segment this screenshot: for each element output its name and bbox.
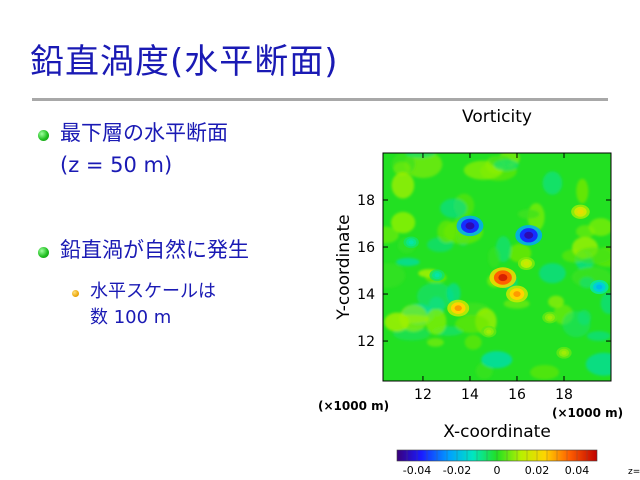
texture-blob — [576, 178, 589, 204]
y-unit-label-right: (×1000 m) — [552, 406, 623, 420]
bullet-1-line-1: 最下層の水平断面 — [60, 121, 228, 145]
vortex-core — [524, 231, 534, 239]
texture-blob — [576, 225, 595, 238]
bullet-icon — [38, 247, 49, 258]
texture-blob — [417, 282, 454, 310]
texture-blob — [562, 311, 591, 338]
vortex-core — [454, 305, 462, 312]
sub-bullet-line-2: 数 100 m — [90, 307, 172, 328]
texture-blob — [530, 365, 560, 380]
x-tick-label: 16 — [508, 387, 526, 403]
title-divider — [32, 98, 608, 101]
texture-blob — [393, 161, 411, 176]
texture-blob — [464, 334, 482, 350]
bullet-icon — [38, 130, 49, 141]
vortex-core — [408, 240, 414, 245]
texture-blob — [586, 331, 611, 341]
texture-blob — [455, 315, 490, 334]
x-axis-title: X-coordinate — [443, 422, 551, 442]
colorbar-tick-label: -0.04 — [403, 464, 431, 477]
texture-blob — [391, 211, 416, 234]
plot-frame — [382, 152, 612, 382]
texture-blob — [575, 247, 611, 264]
colorbar-tick-label: 0.02 — [525, 464, 550, 477]
vortex-core — [513, 291, 521, 297]
vortex-core — [596, 284, 603, 290]
page-title: 鉛直渦度(水平断面) — [30, 42, 339, 82]
texture-blob — [517, 209, 540, 219]
colorbar-tick-label: 0 — [494, 464, 501, 477]
y-tick-label: 18 — [357, 193, 375, 209]
chart-title: Vorticity — [462, 107, 532, 127]
vortex-core — [486, 329, 492, 334]
texture-blob — [396, 257, 420, 267]
sub-bullet-line-1: 水平スケールは — [90, 281, 216, 302]
corner-label: z= — [628, 467, 640, 477]
y-tick-label: 14 — [357, 287, 375, 303]
vortex-core — [561, 350, 567, 355]
x-tick-label: 18 — [555, 387, 573, 403]
texture-blob — [539, 263, 566, 284]
colorbar-tick-label: -0.02 — [443, 464, 471, 477]
vortex-core — [577, 209, 584, 215]
colorbar-tick-label: 0.04 — [565, 464, 590, 477]
texture-blob — [600, 292, 611, 314]
bullet-1-line-2: (z = 50 m) — [60, 153, 173, 177]
x-tick-label: 12 — [414, 387, 432, 403]
texture-blob — [446, 283, 461, 304]
vortex-core — [434, 273, 440, 278]
plot-background — [383, 153, 611, 381]
y-tick-label: 12 — [357, 334, 375, 350]
texture-blob — [548, 295, 564, 308]
vortex-core — [547, 315, 553, 320]
texture-blob — [488, 247, 501, 268]
texture-blob — [391, 172, 415, 199]
y-tick-label: 16 — [357, 240, 375, 256]
texture-blob — [425, 308, 447, 335]
texture-blob — [440, 198, 467, 218]
x-unit-label-left: (×1000 m) — [318, 399, 389, 413]
texture-blob — [493, 159, 519, 171]
texture-blob — [503, 298, 530, 309]
texture-blob — [399, 304, 428, 332]
vortex-core — [465, 222, 475, 230]
texture-blob — [383, 226, 399, 244]
texture-blob — [542, 171, 563, 195]
sub-bullet-icon — [72, 290, 79, 297]
vortex-core — [523, 261, 530, 266]
x-tick-label: 14 — [461, 387, 479, 403]
vortex-core — [498, 273, 508, 282]
texture-blob — [383, 263, 406, 288]
texture-blob — [585, 352, 611, 376]
bullet-2-line-1: 鉛直渦が自然に発生 — [60, 238, 249, 262]
texture-blob — [427, 338, 444, 347]
texture-blob — [481, 351, 513, 369]
y-axis-title: Y-coordinate — [334, 214, 354, 320]
texture-blob — [405, 153, 436, 159]
